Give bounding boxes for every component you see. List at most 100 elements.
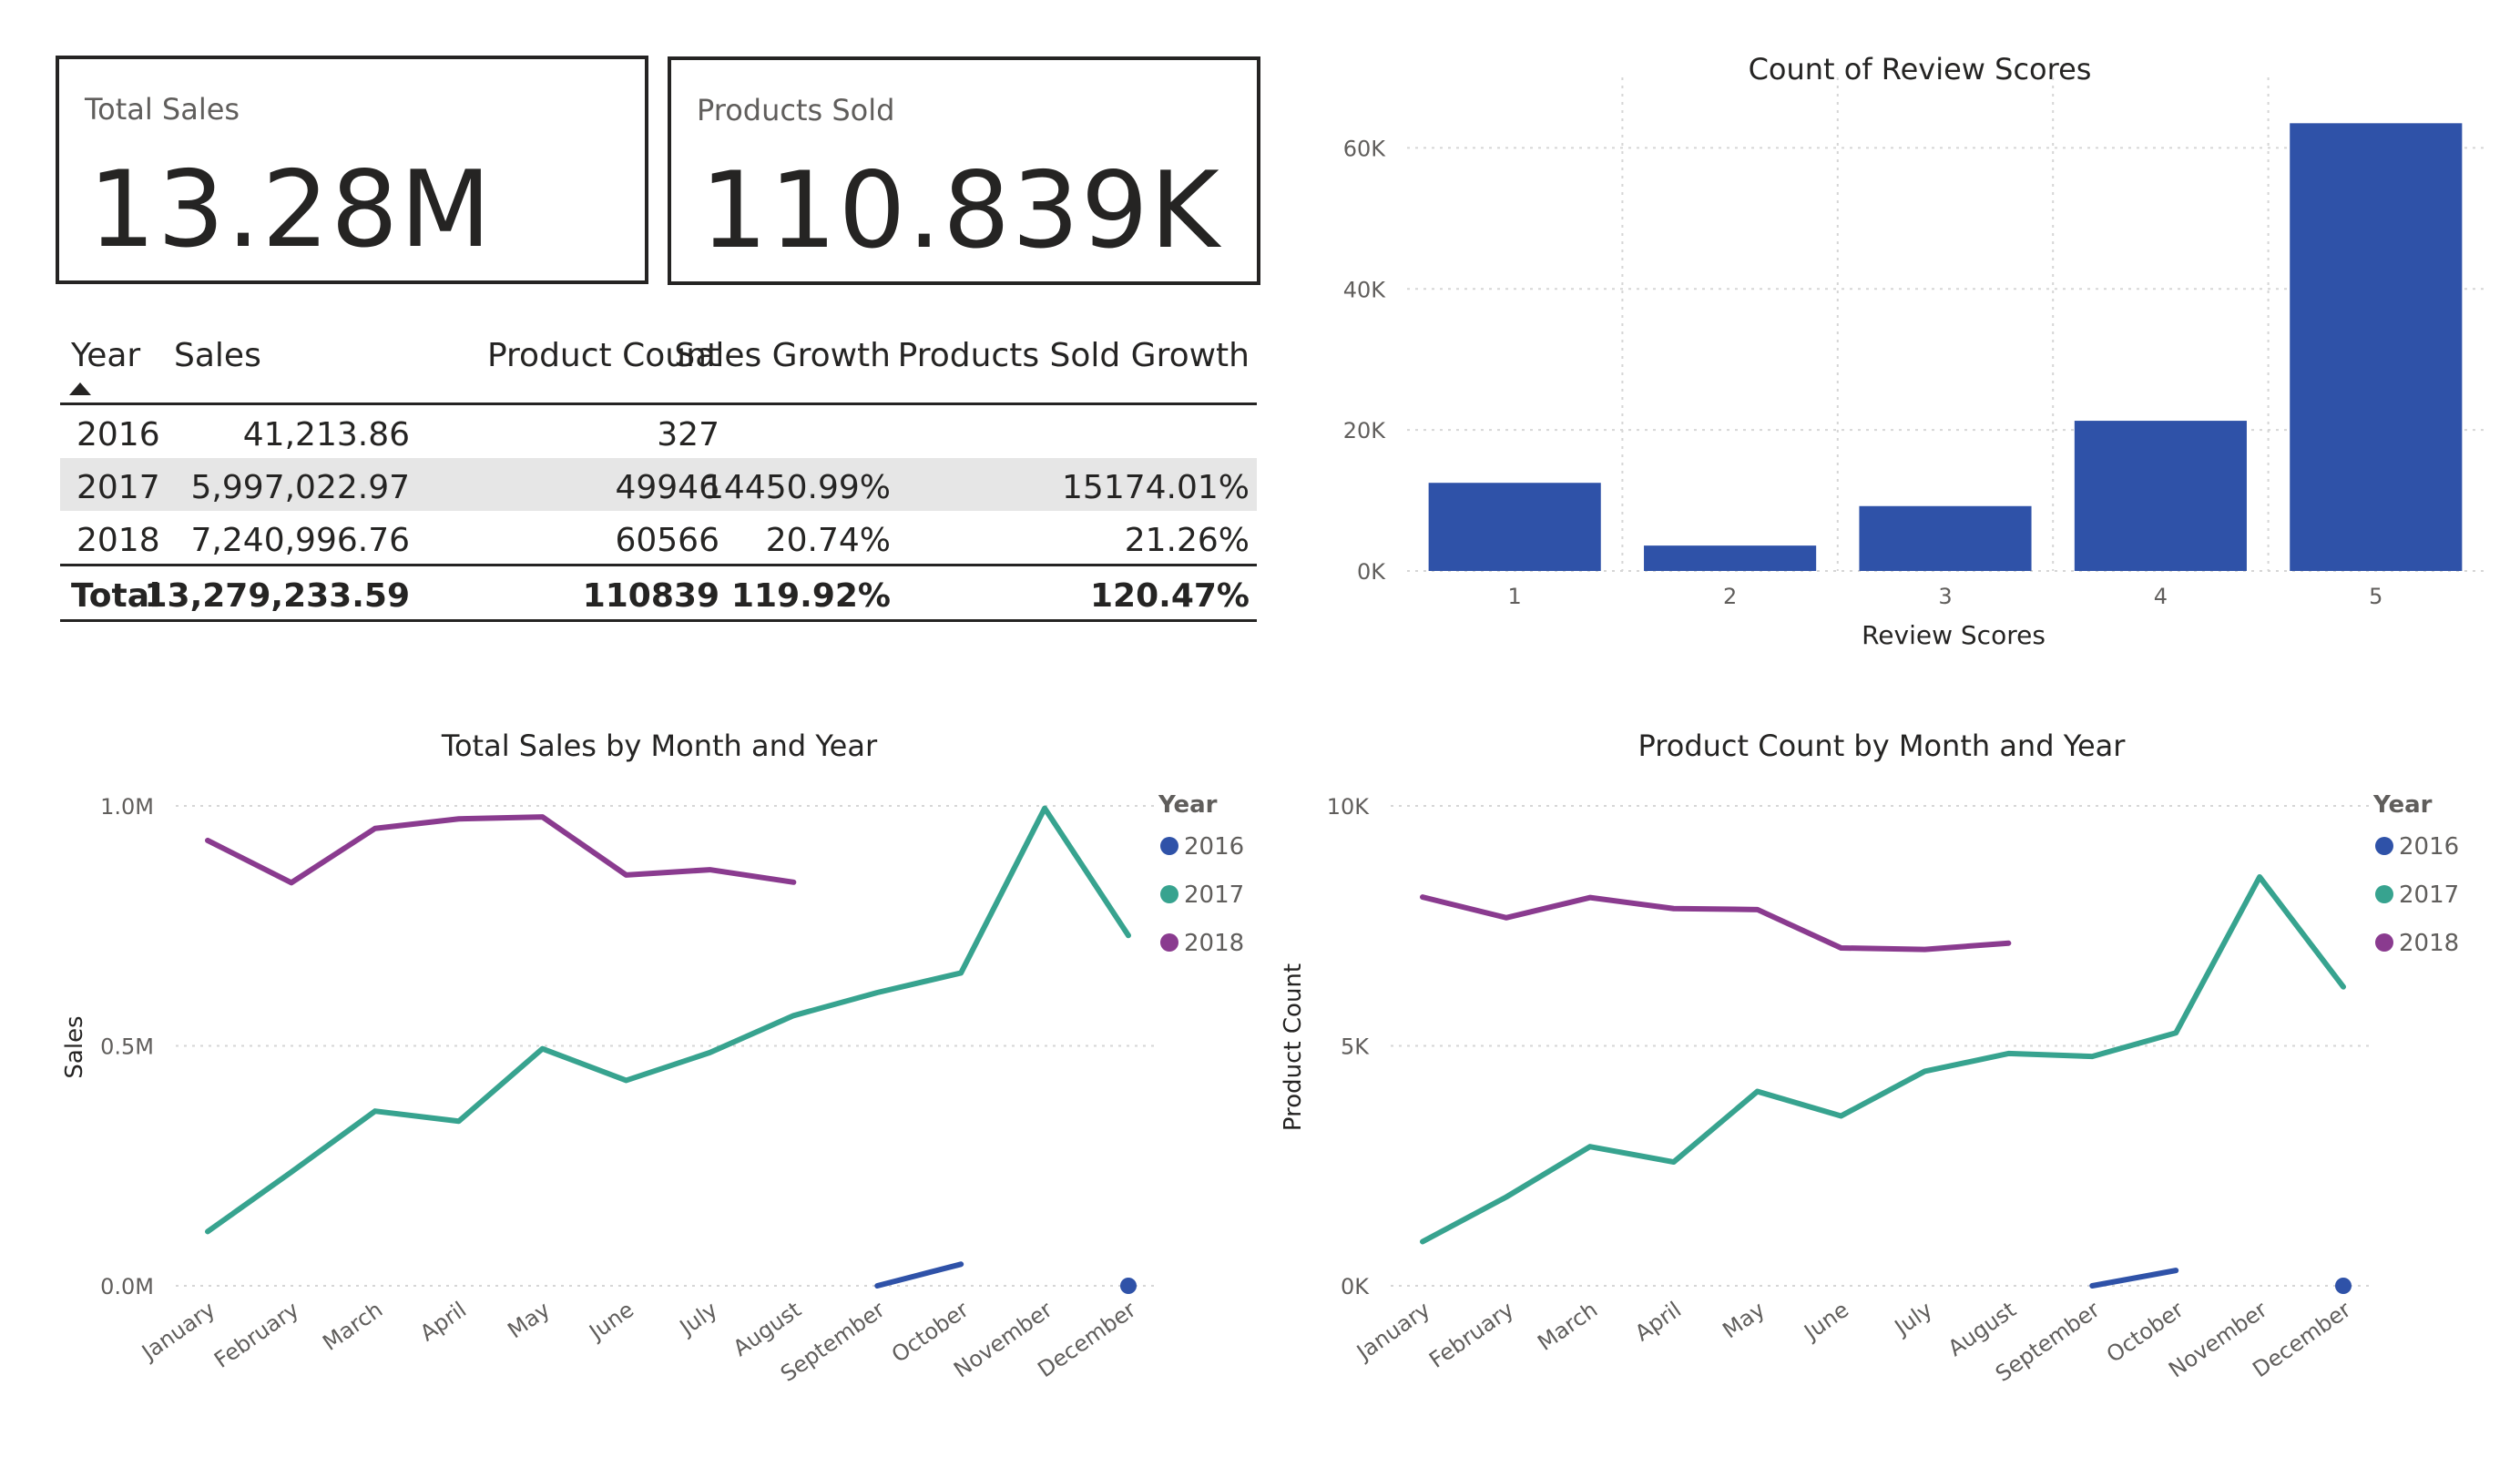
bar-review-score-2[interactable] [1644,545,1817,571]
sort-ascending-icon [69,382,91,395]
legend-label-2018[interactable]: 2018 [1184,930,1244,957]
legend-label-2018[interactable]: 2018 [2399,930,2459,957]
sales-table: Year Sales Product Count Sales Growth Pr… [60,328,1257,622]
cell-total-sales: 13,279,233.59 [144,577,410,615]
review-scores-bar-chart: Count of Review Scores 0K 20K 40K 60K 1 2 3 4 5… [1343,52,2484,650]
chart-title: Count of Review Scores [1749,52,2092,87]
x-tick-label: May [503,1297,555,1343]
chart-title: Product Count by Month and Year [1638,728,2127,763]
legend-label-2017[interactable]: 2017 [2399,881,2459,909]
cell-total-label: Total [71,577,161,615]
series-line-2017[interactable] [205,805,1131,1235]
kpi-card-products-sold[interactable]: Products Sold 110.839K [668,56,1260,285]
kpi-card-total-sales[interactable]: Total Sales 13.28M [56,56,648,284]
cell-total-products-sold-growth: 120.47% [1090,577,1250,615]
cell-total-product-count: 110839 [582,577,719,615]
x-tick-label: April [415,1297,471,1346]
series-point-2016[interactable] [1120,1278,1137,1294]
x-tick-label: March [1533,1297,1602,1356]
x-tick-label: 2 [1723,584,1737,609]
table-row: 2016 41,213.86 327 [60,405,1257,458]
column-header-sales[interactable]: Sales [174,337,261,374]
kpi-label: Products Sold [697,93,895,127]
x-tick-label: 3 [1938,584,1952,609]
cell-sales: 5,997,022.97 [190,469,410,506]
legend-marker-2018[interactable] [1160,933,1178,952]
bar-review-score-4[interactable] [2074,421,2247,571]
y-tick-label: 0.5M [100,1034,154,1060]
x-tick-label: June [1798,1297,1853,1346]
bar-review-score-5[interactable] [2290,123,2463,571]
x-tick-label: July [674,1297,722,1341]
x-tick-label: 1 [1508,584,1522,609]
y-axis-title: Sales [61,1015,88,1078]
legend-marker-2017[interactable] [2375,885,2393,903]
y-tick-label: 0.0M [100,1274,154,1299]
table-row: 2017 5,997,022.97 49946 14450.99% 15174.… [60,458,1257,511]
series-line-2018[interactable] [1420,894,2012,953]
sales-line-chart: Total Sales by Month and Year Sales 0.0M… [61,728,1244,1387]
legend-marker-2017[interactable] [1160,885,1178,903]
product-count-line-chart: Product Count by Month and Year Product … [1280,728,2459,1387]
x-tick-label: January [1351,1297,1434,1366]
legend-label-2017[interactable]: 2017 [1184,881,1244,909]
x-tick-label: January [136,1297,219,1366]
y-tick-label: 40K [1343,277,1387,302]
cell-sales: 41,213.86 [242,416,410,453]
bar-review-score-1[interactable] [1428,483,1601,571]
cell-total-sales-growth: 119.92% [731,577,891,615]
cell-year: 2017 [77,469,160,506]
chart-title: Total Sales by Month and Year [441,728,878,763]
y-axis-title: Product Count [1280,963,1307,1131]
y-tick-label: 60K [1343,136,1387,161]
table-total-row: Total 13,279,233.59 110839 119.92% 120.4… [60,564,1257,622]
cell-sales-growth: 20.74% [765,522,891,559]
x-tick-label: March [318,1297,387,1356]
legend-marker-2016[interactable] [1160,837,1178,855]
legend-title: Year [2372,791,2433,819]
y-tick-label: 20K [1343,418,1387,443]
table-row: 2018 7,240,996.76 60566 20.74% 21.26% [60,511,1257,564]
kpi-label: Total Sales [85,92,240,127]
series-line-2016[interactable] [874,1261,964,1289]
legend-marker-2016[interactable] [2375,837,2393,855]
cell-year: 2018 [77,522,160,559]
x-tick-label: July [1889,1297,1937,1341]
x-tick-label: April [1630,1297,1686,1346]
legend-marker-2018[interactable] [2375,933,2393,952]
bar-review-score-3[interactable] [1859,505,2032,571]
x-axis-title: Review Scores [1862,620,2046,650]
x-tick-label: February [209,1297,303,1373]
series-line-2018[interactable] [205,814,797,886]
x-tick-label: May [1718,1297,1770,1343]
legend-label-2016[interactable]: 2016 [1184,833,1244,861]
cell-sales-growth: 14450.99% [703,469,891,506]
x-tick-label: June [583,1297,638,1346]
y-tick-label: 0K [1357,559,1386,585]
x-tick-label: August [729,1297,806,1361]
cell-sales: 7,240,996.76 [190,522,410,559]
kpi-value: 110.839K [700,149,1221,272]
cell-product-count: 60566 [615,522,719,559]
legend-label-2016[interactable]: 2016 [2399,833,2459,861]
legend-title: Year [1158,791,1218,819]
cell-products-sold-growth: 21.26% [1124,522,1250,559]
cell-product-count: 327 [657,416,719,453]
cell-product-count: 49946 [615,469,719,506]
table-header-row: Year Sales Product Count Sales Growth Pr… [60,328,1257,405]
y-tick-label: 0K [1341,1274,1370,1299]
series-line-2016[interactable] [2089,1268,2179,1289]
y-tick-label: 5K [1341,1034,1370,1060]
series-line-2017[interactable] [1420,873,2346,1245]
column-header-sales-growth[interactable]: Sales Growth [674,337,891,374]
x-tick-label: August [1944,1297,2021,1361]
cell-year: 2016 [77,416,160,453]
series-point-2016[interactable] [2335,1278,2352,1294]
kpi-value: 13.28M [88,148,494,271]
x-tick-label: 4 [2154,584,2168,609]
cell-products-sold-growth: 15174.01% [1062,469,1250,506]
column-header-product-count[interactable]: Product Count [486,337,719,374]
column-header-products-sold-growth[interactable]: Products Sold Growth [897,337,1250,374]
x-tick-label: February [1424,1297,1518,1373]
column-header-year[interactable]: Year [71,337,141,374]
